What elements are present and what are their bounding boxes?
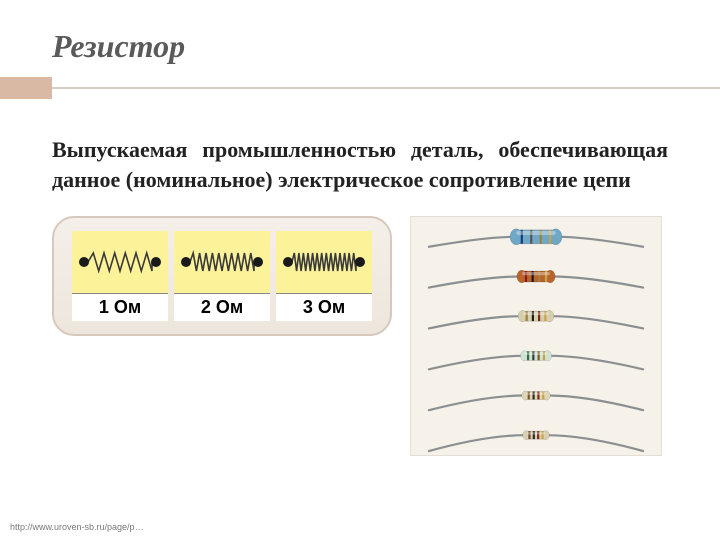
spring-resistors-panel: 1 Ом2 Ом3 Ом (52, 216, 392, 336)
footer-url: http://www.uroven-sb.ru/page/p… (10, 522, 144, 532)
axial-resistors-panel (410, 216, 662, 456)
rule-line (52, 87, 720, 89)
page-title: Резистор (52, 28, 720, 65)
spring-label: 2 Ом (174, 293, 270, 321)
spring-cell: 3 Ом (276, 231, 372, 321)
spring-drawing (72, 231, 168, 293)
spring-label: 3 Ом (276, 293, 372, 321)
spring-label: 1 Ом (72, 293, 168, 321)
title-rule (0, 77, 720, 99)
spring-drawing (276, 231, 372, 293)
definition-text: Выпускаемая промышленностью деталь, обес… (0, 99, 720, 194)
axial-resistors-image (411, 217, 661, 455)
spring-cell: 2 Ом (174, 231, 270, 321)
accent-block (0, 77, 52, 99)
spring-cell: 1 Ом (72, 231, 168, 321)
spring-drawing (174, 231, 270, 293)
